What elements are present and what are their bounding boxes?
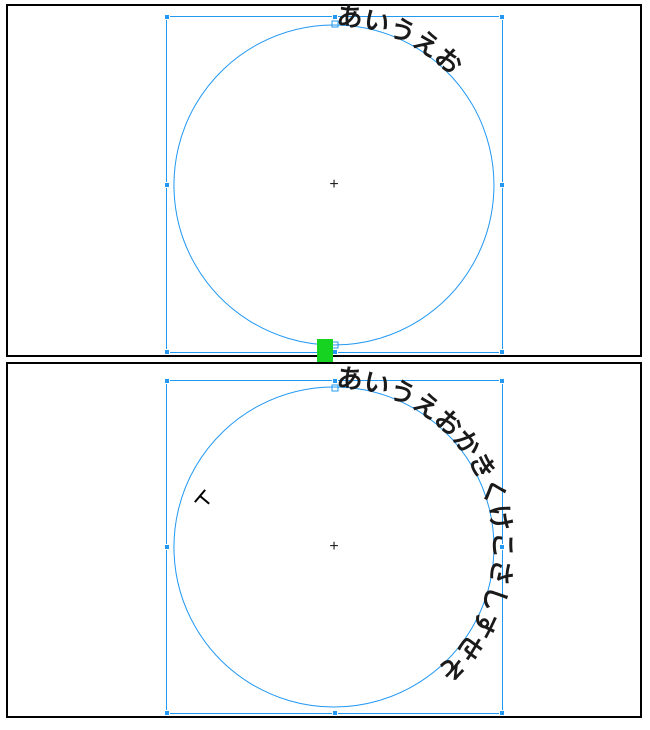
panel-after: あいうえおかきくけこさしすせそ + <box>6 362 642 718</box>
path-text-top[interactable]: あいうえお <box>335 1 468 81</box>
panel-before: あいうえお + <box>6 4 642 357</box>
text-caret-icon <box>195 490 214 510</box>
path-text-bottom[interactable]: あいうえおかきくけこさしすせそ <box>335 363 518 688</box>
center-marker-top: + <box>329 176 338 194</box>
center-marker-bottom: + <box>329 538 338 556</box>
canvas: あいうえお + <box>0 0 650 730</box>
circle-path-bottom[interactable]: あいうえおかきくけこさしすせそ <box>8 364 644 720</box>
circle-path-top[interactable]: あいうえお <box>8 6 644 359</box>
